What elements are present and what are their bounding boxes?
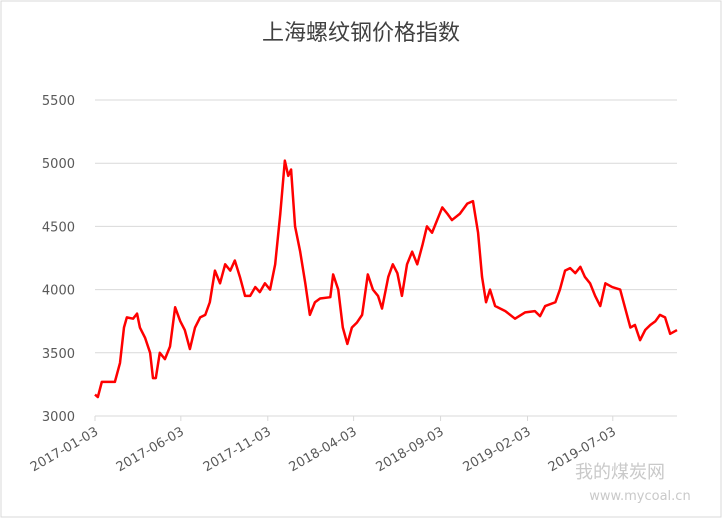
y-tick-label: 5000 xyxy=(42,157,75,172)
y-tick-label: 4000 xyxy=(42,284,75,299)
watermark-url: www.mycoal.cn xyxy=(589,489,690,504)
data-line xyxy=(94,159,678,399)
y-tick-label: 3500 xyxy=(42,347,75,362)
watermark: 我的煤炭网 xyxy=(575,462,665,483)
y-tick-label: 5500 xyxy=(42,94,75,109)
chart-title: 上海螺纹钢价格指数 xyxy=(262,21,460,46)
y-tick-label: 4500 xyxy=(42,220,75,235)
y-tick-label: 3000 xyxy=(42,410,75,425)
